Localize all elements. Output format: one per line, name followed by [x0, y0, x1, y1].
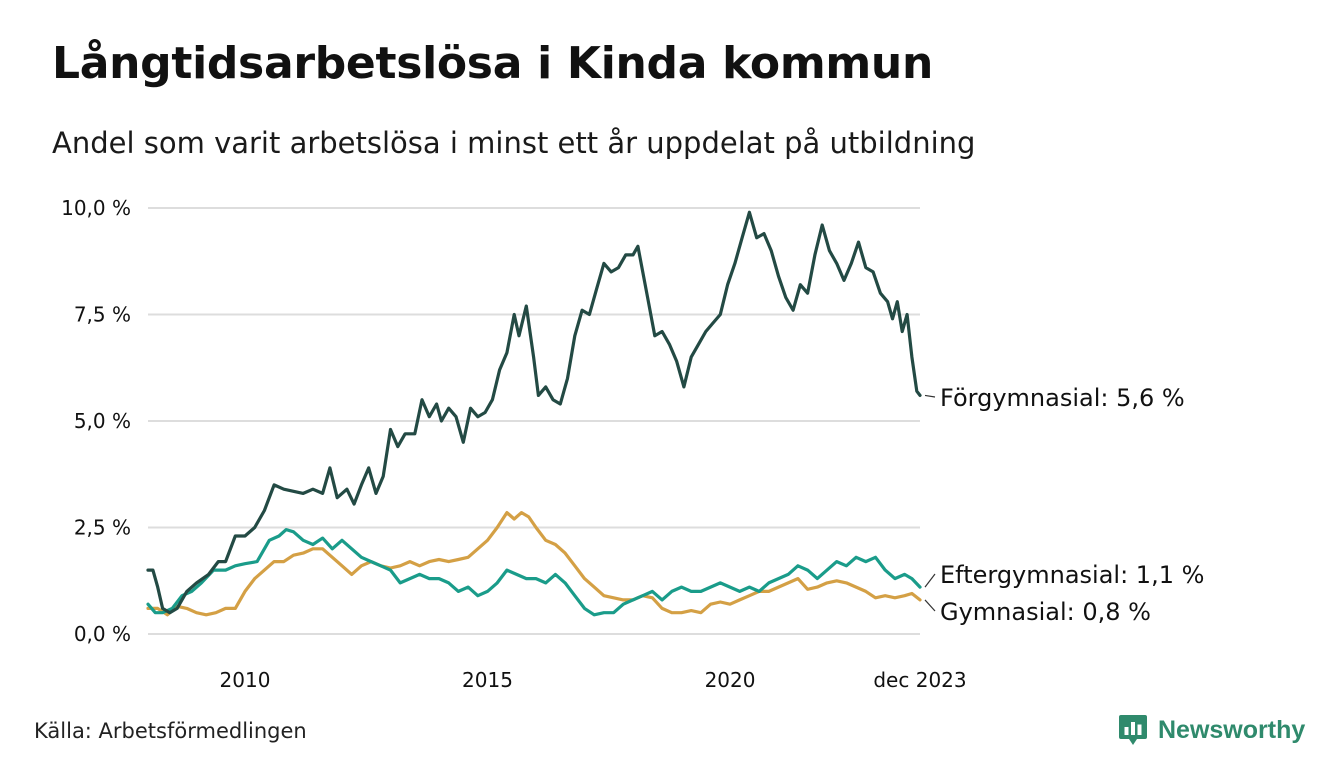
chart-title: Långtidsarbetslösa i Kinda kommun — [52, 38, 933, 89]
x-tick-label: dec 2023 — [873, 668, 966, 692]
end-label-eftergymnasial: Eftergymnasial: 1,1 % — [940, 561, 1204, 589]
label-leader-forgymnasial — [924, 394, 936, 398]
series-line-gymnasial — [146, 511, 922, 617]
end-label-forgymnasial: Förgymnasial: 5,6 % — [940, 384, 1185, 412]
gridlines — [148, 207, 920, 635]
line-chart: 0,0 % 2,5 % 5,0 % 7,5 % 10,0 % 2010 2015 2020 d… — [61, 196, 1204, 692]
series-lines — [146, 210, 922, 617]
newsworthy-logo-icon — [1119, 715, 1147, 745]
series-line-forgymnasial — [146, 210, 922, 615]
y-axis-tick-labels: 0,0 % 2,5 % 5,0 % 7,5 % 10,0 % — [61, 196, 131, 646]
brand-name: Newsworthy — [1158, 715, 1306, 744]
label-leader-eftergymnasial — [924, 573, 936, 588]
newsworthy-logo: Newsworthy — [1118, 712, 1305, 748]
y-tick-label: 0,0 % — [74, 622, 131, 646]
y-tick-label: 5,0 % — [74, 409, 131, 433]
y-tick-label: 7,5 % — [74, 303, 131, 327]
chart-subtitle: Andel som varit arbetslösa i minst ett å… — [52, 126, 976, 160]
y-tick-label: 2,5 % — [74, 516, 131, 540]
series-line-eftergymnasial — [146, 528, 922, 617]
series-end-labels: Förgymnasial: 5,6 % Eftergymnasial: 1,1 %… — [924, 384, 1204, 626]
source-note: Källa: Arbetsförmedlingen — [34, 719, 307, 743]
end-label-gymnasial: Gymnasial: 0,8 % — [940, 598, 1151, 626]
x-tick-label: 2020 — [705, 668, 756, 692]
label-leader-gymnasial — [924, 599, 936, 612]
y-tick-label: 10,0 % — [61, 196, 131, 220]
x-tick-label: 2015 — [462, 668, 513, 692]
x-tick-label: 2010 — [220, 668, 271, 692]
x-axis-tick-labels: 2010 2015 2020 dec 2023 — [220, 668, 967, 692]
